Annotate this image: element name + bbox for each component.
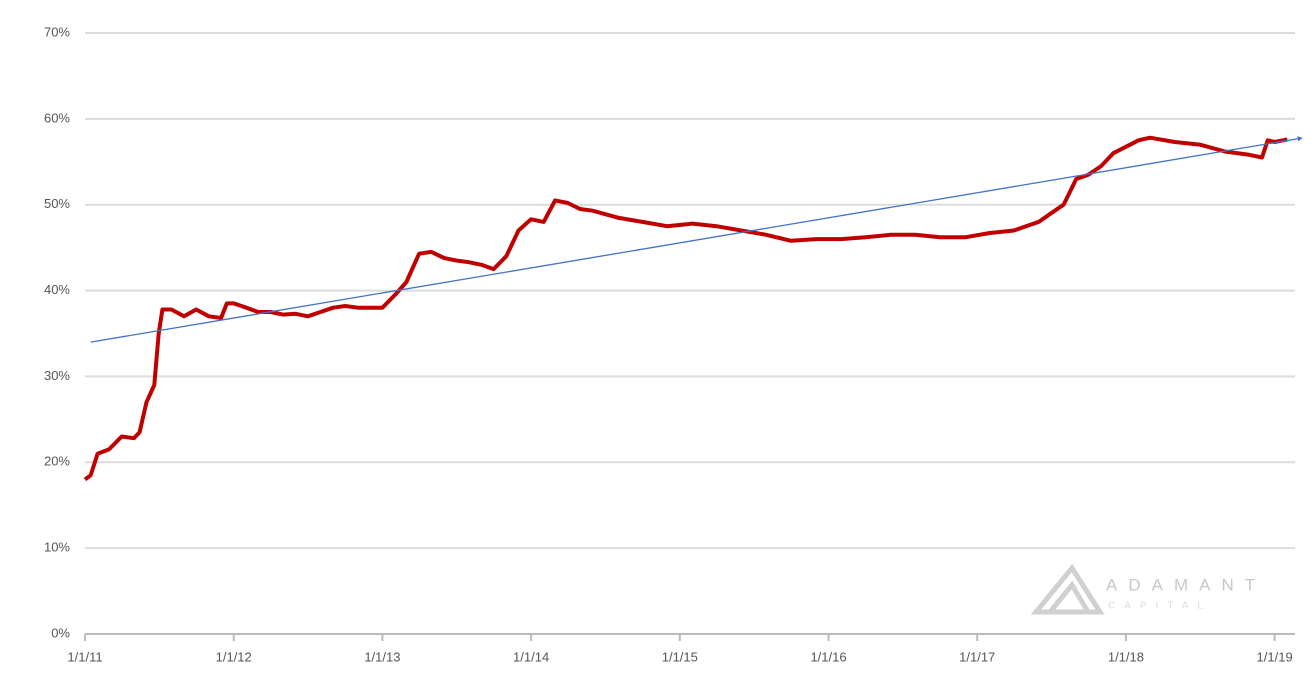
y-tick-label: 30% — [44, 368, 70, 383]
x-tick-label: 1/1/13 — [364, 649, 400, 664]
data-line — [83, 135, 1288, 482]
x-tick-label: 1/1/12 — [216, 649, 252, 664]
x-tick-label: 1/1/18 — [1108, 649, 1144, 664]
y-tick-label: 0% — [51, 625, 70, 640]
y-tick-label: 60% — [44, 110, 70, 125]
x-tick-label: 1/1/19 — [1257, 649, 1293, 664]
y-tick-label: 20% — [44, 454, 70, 469]
watermark-subtext: CAPITAL — [1108, 601, 1212, 612]
x-tick-label: 1/1/14 — [513, 649, 549, 664]
y-tick-label: 50% — [44, 196, 70, 211]
x-tick-label: 1/1/11 — [67, 649, 102, 664]
watermark: ADAMANT CAPITAL — [1030, 563, 1266, 615]
x-tick-label: 1/1/17 — [959, 649, 995, 664]
x-tick-label: 1/1/16 — [810, 649, 846, 664]
y-tick-label: 10% — [44, 540, 70, 555]
x-tick-label: 1/1/15 — [662, 649, 698, 664]
watermark-text: ADAMANT — [1106, 575, 1266, 594]
y-tick-label: 70% — [44, 24, 70, 39]
y-tick-label: 40% — [44, 282, 70, 297]
trend-line — [90, 136, 1303, 343]
